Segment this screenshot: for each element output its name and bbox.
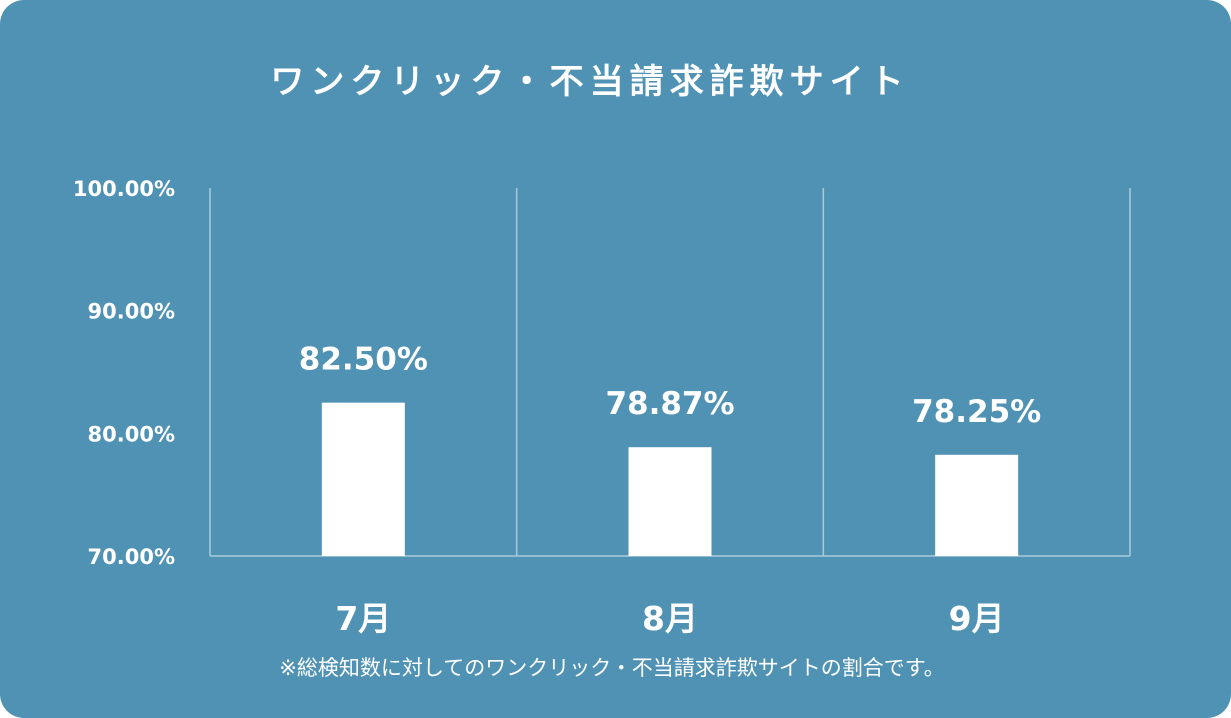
bars (321, 402, 1019, 556)
bar-value-labels: 82.50% 78.87% 78.25% (299, 342, 1041, 430)
bar-value-label: 78.25% (912, 394, 1041, 430)
footnote: ※総検知数に対してのワンクリック・不当請求詐欺サイトの割合です。 (279, 656, 944, 680)
x-category-label: 7月 (335, 599, 391, 638)
bar (321, 402, 405, 556)
bar (628, 447, 712, 556)
chart-title: ワンクリック・不当請求詐欺サイト (270, 62, 909, 102)
bar-value-label: 78.87% (605, 386, 734, 422)
y-tick-label: 80.00% (88, 422, 175, 446)
x-axis-category-labels: 7月 8月 9月 (335, 599, 1004, 638)
x-category-label: 9月 (949, 599, 1005, 638)
bar (935, 454, 1019, 556)
y-axis-tick-labels: 100.00% 90.00% 80.00% 70.00% (73, 177, 175, 569)
x-category-label: 8月 (642, 599, 698, 638)
y-tick-label: 70.00% (88, 545, 175, 569)
y-tick-label: 90.00% (88, 300, 175, 324)
bar-value-label: 82.50% (299, 342, 428, 378)
y-tick-label: 100.00% (73, 177, 175, 201)
